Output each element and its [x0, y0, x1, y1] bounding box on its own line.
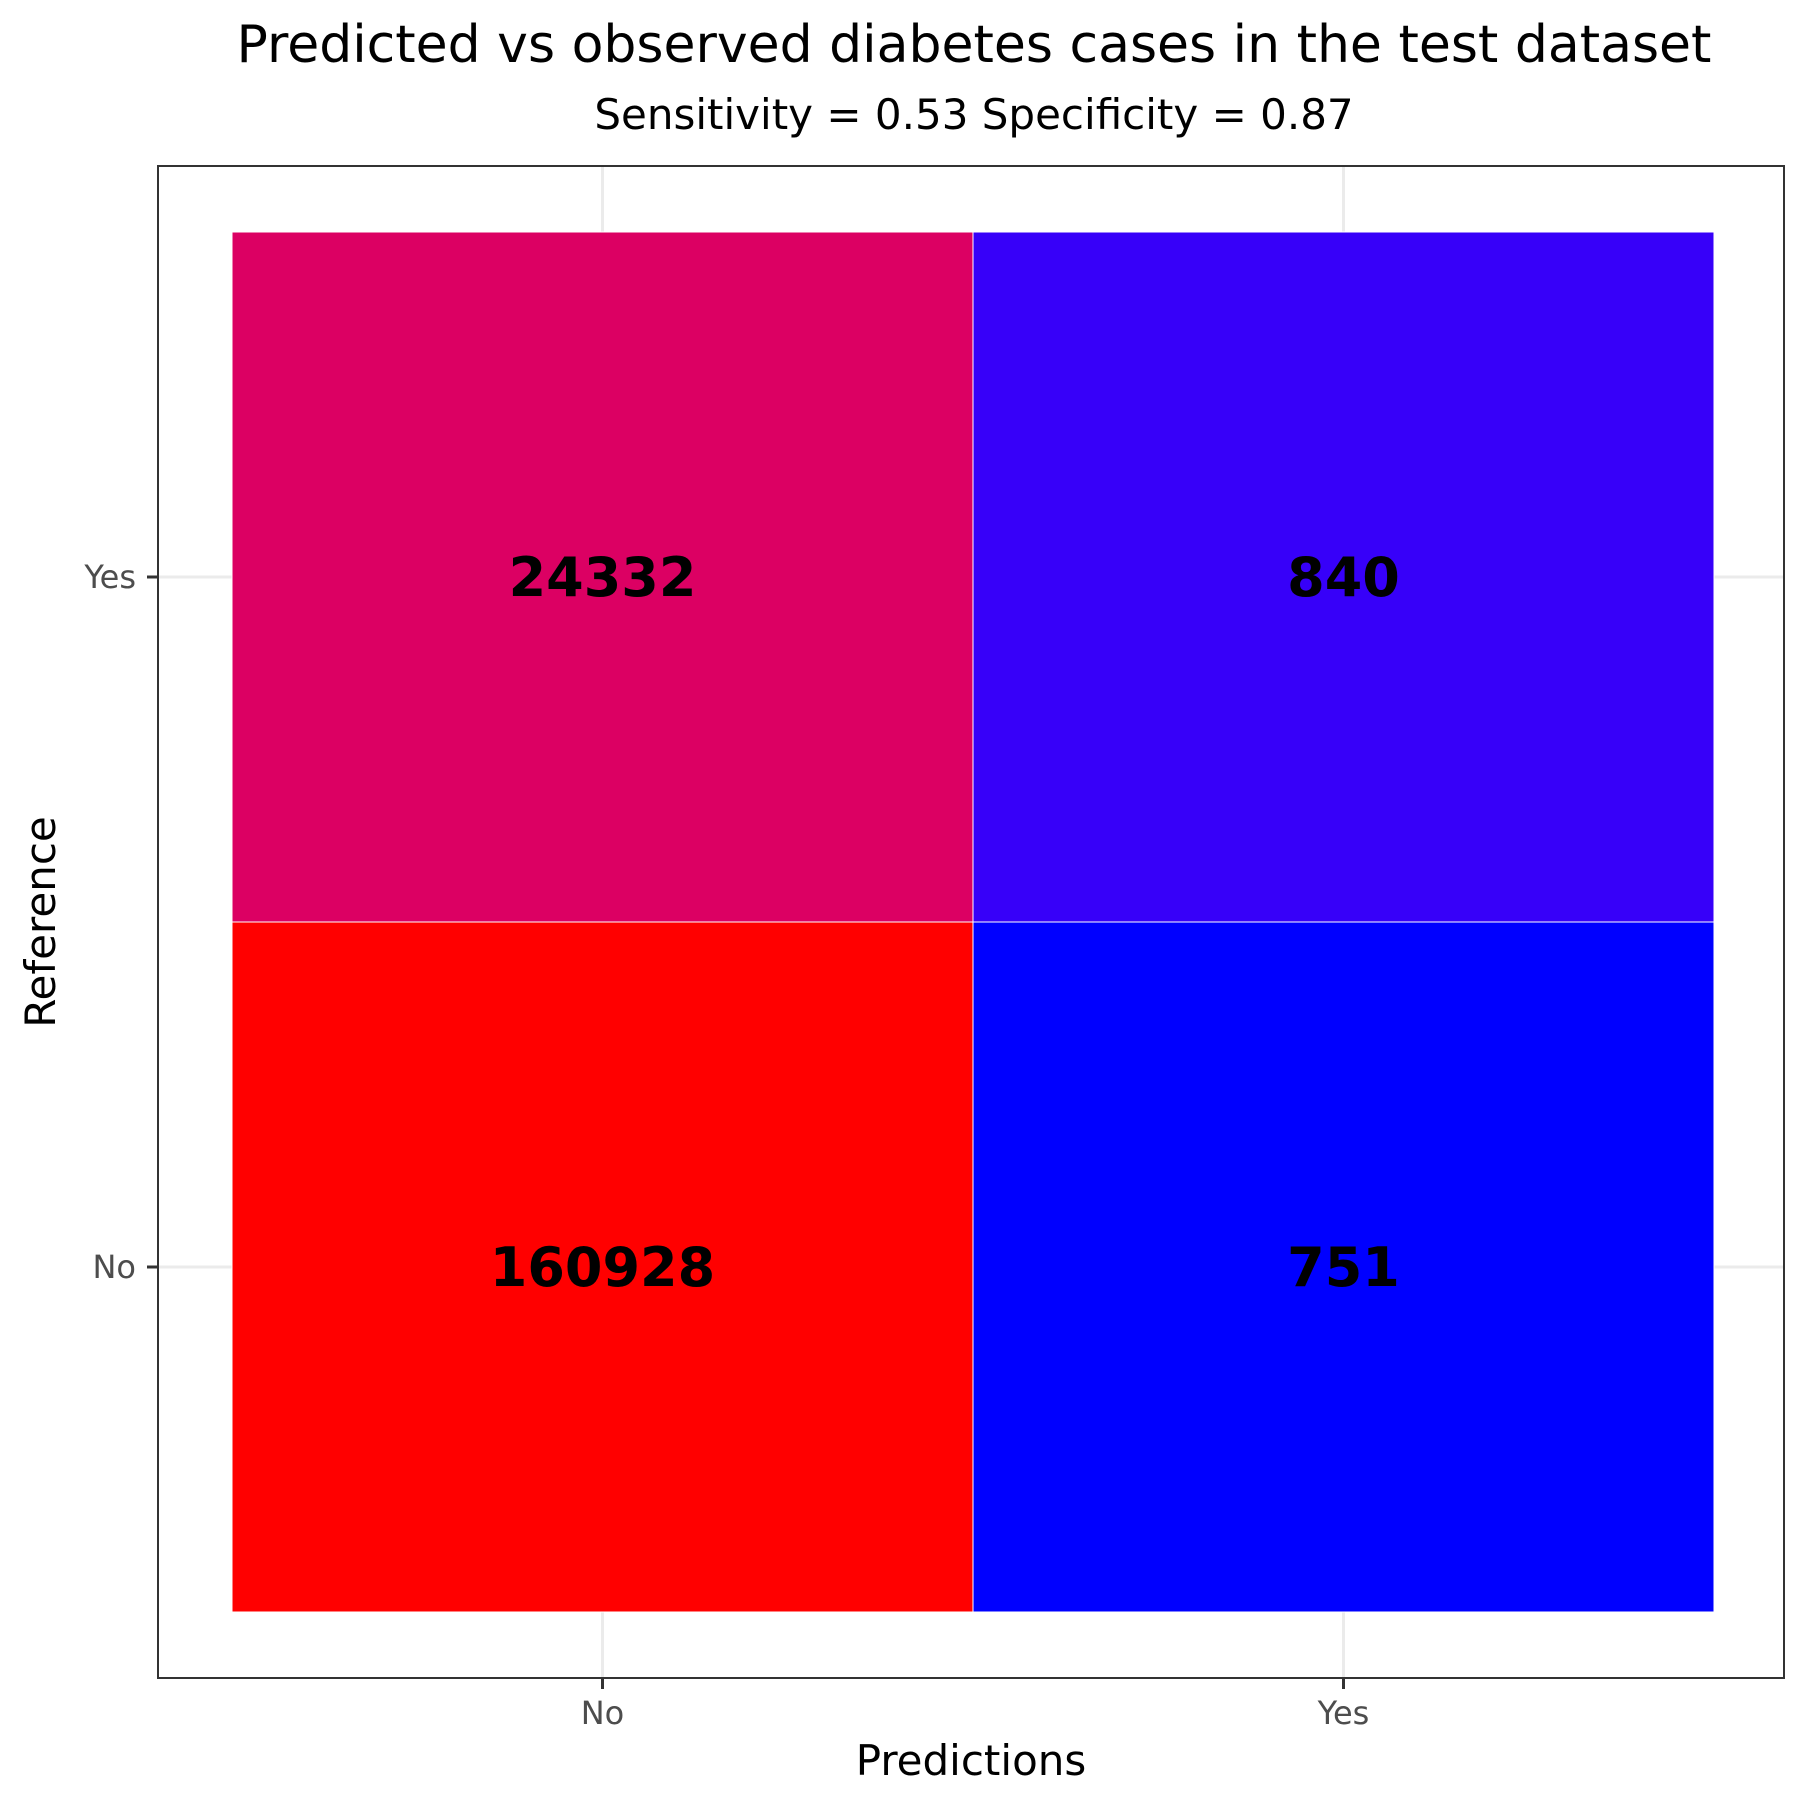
cell-label-pred-no-ref-yes: 24332 — [509, 546, 697, 609]
y-tick-label-yes: Yes — [83, 558, 136, 596]
y-tick-label-no: No — [92, 1248, 136, 1286]
y-axis-ticks: No Yes — [83, 558, 158, 1286]
x-tick-label-yes: Yes — [1317, 1694, 1370, 1732]
chart-subtitle: Sensitivity = 0.53 Specificity = 0.87 — [594, 90, 1353, 139]
cell-value-labels: 24332 840 160928 751 — [490, 546, 1400, 1299]
x-tick-label-no: No — [581, 1694, 625, 1732]
cell-pred-yes-ref-yes — [972, 231, 1715, 923]
x-axis-title: Predictions — [856, 1736, 1087, 1785]
chart-title: Predicted vs observed diabetes cases in … — [237, 15, 1712, 75]
cell-label-pred-no-ref-no: 160928 — [490, 1236, 715, 1299]
x-axis-ticks: No Yes — [581, 1678, 1370, 1732]
panel-border — [157, 165, 1785, 1679]
cell-pred-yes-ref-no — [972, 921, 1715, 1613]
cell-label-pred-yes-ref-no: 751 — [1287, 1236, 1400, 1299]
heatmap-cells — [231, 231, 1715, 1613]
cell-pred-no-ref-no — [231, 921, 974, 1613]
cell-pred-no-ref-yes — [231, 231, 974, 923]
y-axis-title: Reference — [16, 816, 65, 1028]
cell-label-pred-yes-ref-yes: 840 — [1287, 546, 1400, 609]
